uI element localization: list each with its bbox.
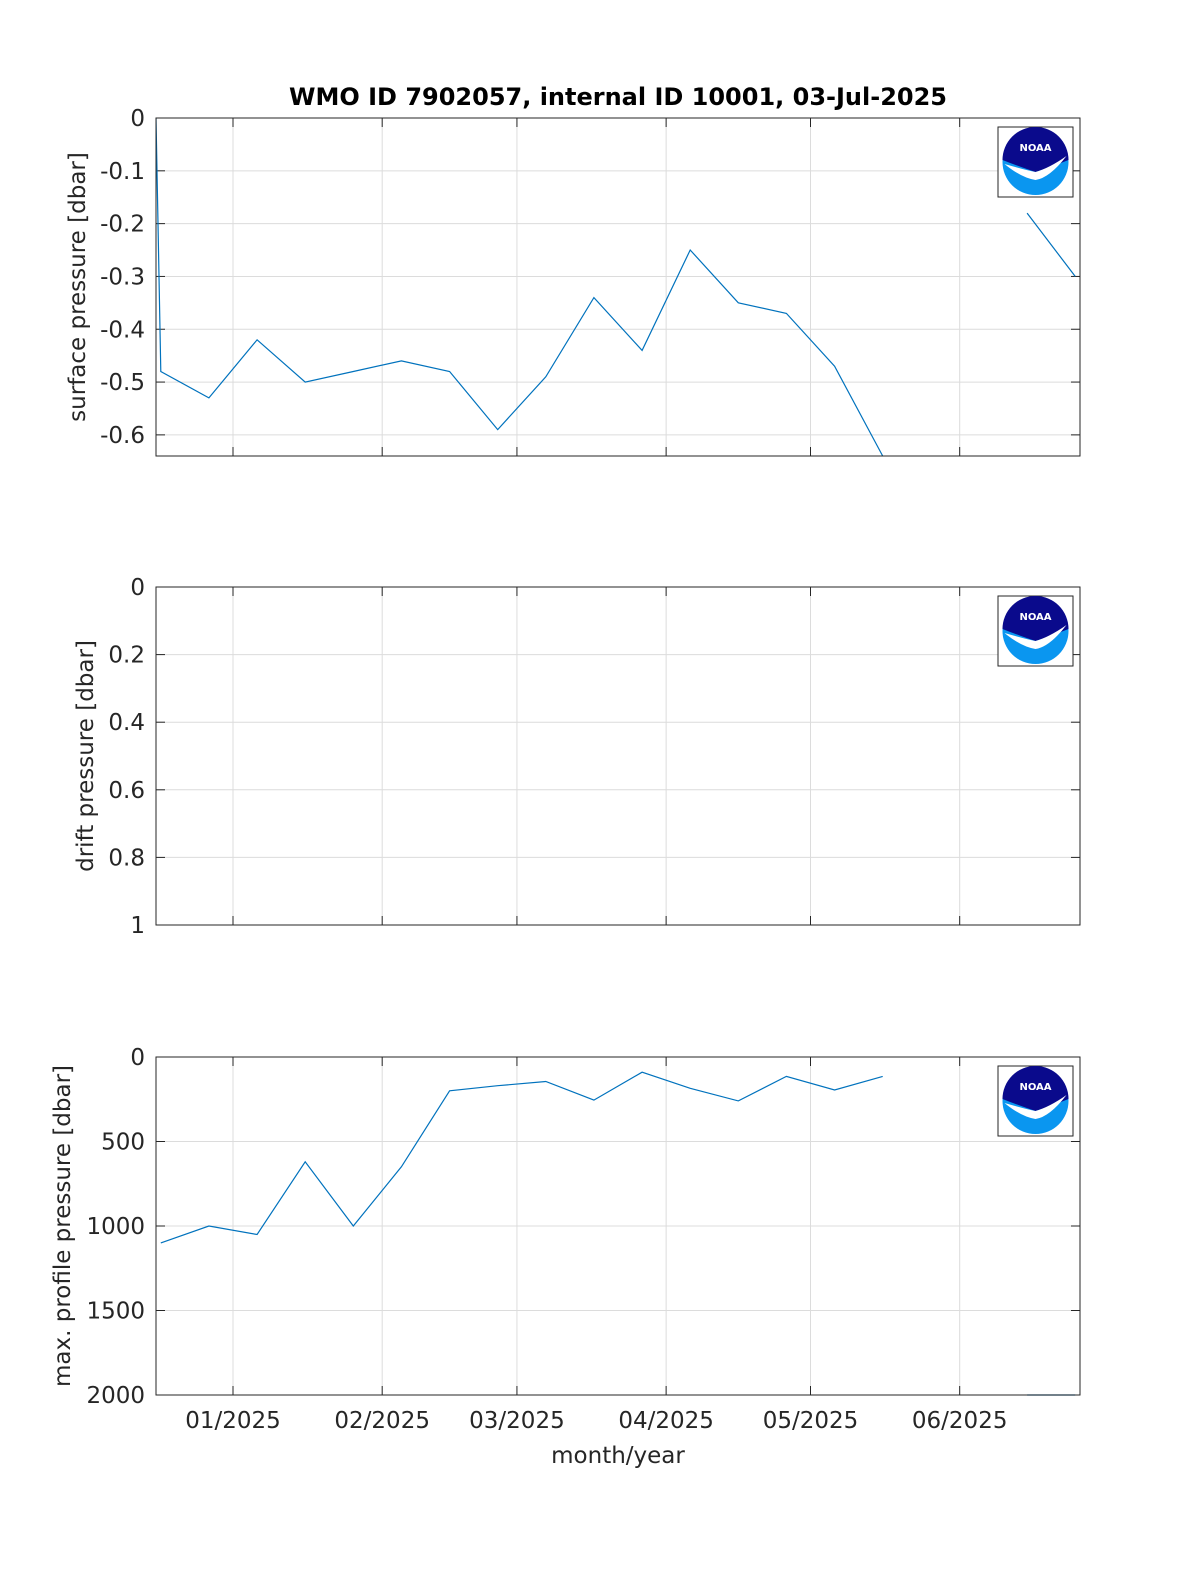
y-tick-label: -0.3: [100, 264, 145, 290]
noaa-logo-text: NOAA: [1019, 1082, 1051, 1093]
plot-area: [156, 118, 1080, 456]
y-tick-label: -0.1: [100, 159, 145, 185]
plot-area: [156, 587, 1080, 925]
y-tick-label: -0.2: [100, 212, 145, 238]
noaa-logo-text: NOAA: [1019, 143, 1051, 154]
axes-frame: [155, 586, 1081, 926]
y-tick-label: 500: [101, 1130, 145, 1156]
series-line-2: [1026, 212, 1076, 277]
panel-1: 0 -0.1 -0.2 -0.3 -0.4 -0.5 -0.6 surface pressur…: [65, 106, 1081, 457]
x-tick-label: 02/2025: [334, 1408, 430, 1434]
x-tick-label: 06/2025: [912, 1408, 1008, 1434]
y-tick-label: 1500: [86, 1299, 145, 1325]
y-tick-label: 0: [130, 106, 145, 132]
x-axis-label: month/year: [551, 1443, 685, 1469]
axes-frame: [155, 117, 1081, 457]
y-tick-label: 1: [130, 913, 145, 939]
panel-3: 0 500 1000 1500 2000 max. profile pressure [d…: [50, 1045, 1081, 1434]
y-axis-label: max. profile pressure [dbar]: [50, 1065, 76, 1387]
noaa-logo-icon: NOAA: [997, 595, 1074, 667]
y-axis-label: drift pressure [dbar]: [73, 640, 99, 872]
y-axis-label: surface pressure [dbar]: [65, 152, 91, 422]
y-tick-label: 2000: [86, 1383, 145, 1409]
x-tick-label: 04/2025: [618, 1408, 714, 1434]
x-tick-label: 05/2025: [763, 1408, 859, 1434]
chart-title: WMO ID 7902057, internal ID 10001, 03-Ju…: [289, 83, 947, 111]
series-line-1: [160, 1071, 883, 1244]
noaa-logo-text: NOAA: [1019, 612, 1051, 623]
y-tick-label: 0.2: [108, 643, 145, 669]
series-line-1: [156, 117, 884, 457]
y-tick-label: 0.8: [108, 845, 145, 871]
y-tick-label: 1000: [86, 1214, 145, 1240]
y-tick-label: -0.6: [100, 423, 145, 449]
noaa-logo-icon: NOAA: [997, 126, 1074, 198]
y-tick-label: 0: [130, 575, 145, 601]
axes-frame: [155, 1056, 1081, 1396]
x-tick-label: 03/2025: [469, 1408, 565, 1434]
y-tick-label: -0.5: [100, 370, 145, 396]
y-tick-label: 0: [130, 1045, 145, 1071]
y-tick-label: 0.6: [108, 778, 145, 804]
series-group: [156, 117, 1076, 457]
y-tick-label: -0.4: [100, 317, 145, 343]
y-tick-label: 0.4: [108, 710, 145, 736]
noaa-logo-icon: NOAA: [997, 1065, 1074, 1137]
x-tick-label: 01/2025: [185, 1408, 281, 1434]
panel-2: 0 0.2 0.4 0.6 0.8 1 drift pressure [dbar] NOAA: [73, 575, 1081, 939]
